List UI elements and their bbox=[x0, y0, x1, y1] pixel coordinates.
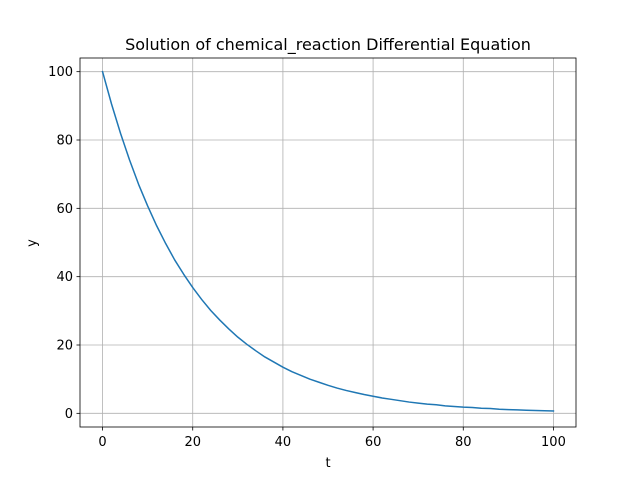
y-tick-label: 40 bbox=[56, 270, 73, 285]
y-tick-label: 100 bbox=[48, 65, 73, 80]
x-axis-label: t bbox=[325, 456, 330, 471]
x-tick-label: 100 bbox=[541, 435, 566, 450]
y-tick-label: 80 bbox=[56, 134, 73, 149]
x-tick-label: 0 bbox=[98, 435, 106, 450]
y-tick-label: 60 bbox=[56, 202, 73, 217]
x-tick-label: 40 bbox=[275, 435, 292, 450]
x-tick-label: 60 bbox=[365, 435, 382, 450]
x-tick-label: 80 bbox=[455, 435, 472, 450]
y-axis-label: y bbox=[25, 239, 40, 247]
chart-title: Solution of chemical_reaction Differenti… bbox=[125, 35, 531, 55]
y-tick-label: 0 bbox=[65, 407, 73, 422]
x-tick-label: 20 bbox=[184, 435, 201, 450]
y-tick-label: 20 bbox=[56, 339, 73, 354]
